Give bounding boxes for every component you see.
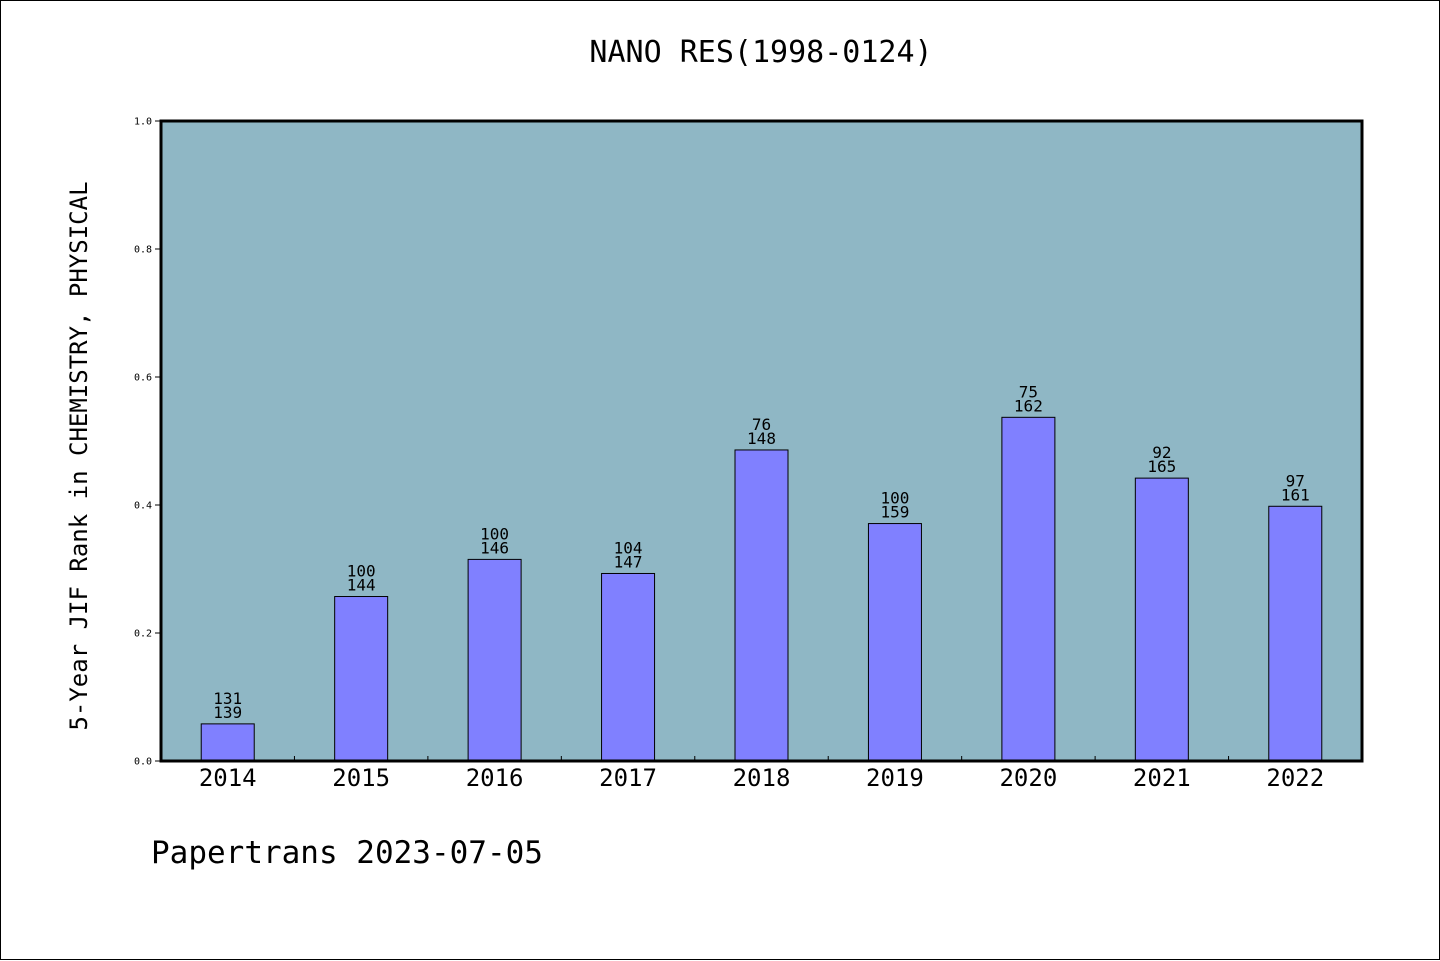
- bar-rank-label: 97: [1286, 471, 1305, 490]
- x-tick-label: 2015: [332, 764, 390, 792]
- bar-rank-label: 100: [347, 562, 376, 581]
- x-tick-label: 2018: [733, 764, 791, 792]
- bar-total-label: 146: [480, 538, 509, 557]
- bar-rank-label: 100: [480, 524, 509, 543]
- chart-title: NANO RES(1998-0124): [589, 35, 933, 70]
- bar-rank-label: 92: [1152, 443, 1171, 462]
- x-tick-label: 2017: [599, 764, 657, 792]
- y-tick-label: 1.0: [134, 117, 152, 128]
- bar-rank-label: 131: [213, 689, 242, 708]
- bar-total-label: 162: [1014, 396, 1043, 415]
- bar: [867, 523, 922, 762]
- x-tick-label: 2021: [1133, 764, 1191, 792]
- footer-credit: Papertrans 2023-07-05: [151, 835, 543, 871]
- bar-rank-label: 100: [880, 489, 909, 508]
- y-tick-label: 0.0: [134, 757, 152, 768]
- bar-total-label: 147: [614, 552, 643, 571]
- y-tick-label: 0.4: [134, 501, 152, 512]
- bar: [734, 449, 789, 762]
- bar-total-label: 165: [1147, 457, 1176, 476]
- bar: [467, 558, 522, 762]
- bar: [1134, 477, 1189, 762]
- bar: [200, 723, 255, 762]
- bar-total-label: 139: [213, 703, 242, 722]
- plot-frame: [159, 119, 1364, 763]
- x-tick-label: 2016: [466, 764, 524, 792]
- bar-total-label: 161: [1281, 485, 1310, 504]
- x-tick-label: 2014: [199, 764, 257, 792]
- bar-rank-label: 75: [1019, 382, 1038, 401]
- x-tick-label: 2019: [866, 764, 924, 792]
- y-tick-label: 0.6: [134, 373, 152, 384]
- x-tick-label: 2022: [1266, 764, 1324, 792]
- x-tick-label: 2020: [999, 764, 1057, 792]
- bar-total-label: 144: [347, 576, 376, 595]
- y-tick-label: 0.2: [134, 629, 152, 640]
- y-tick-label: 0.8: [134, 245, 152, 256]
- bar: [1268, 505, 1323, 762]
- bar: [334, 596, 389, 762]
- bar-rank-label: 76: [752, 415, 771, 434]
- bar-total-label: 148: [747, 429, 776, 448]
- bar: [601, 572, 656, 762]
- bar: [1001, 416, 1056, 762]
- bar-rank-label: 104: [614, 538, 643, 557]
- bar-total-label: 159: [880, 503, 909, 522]
